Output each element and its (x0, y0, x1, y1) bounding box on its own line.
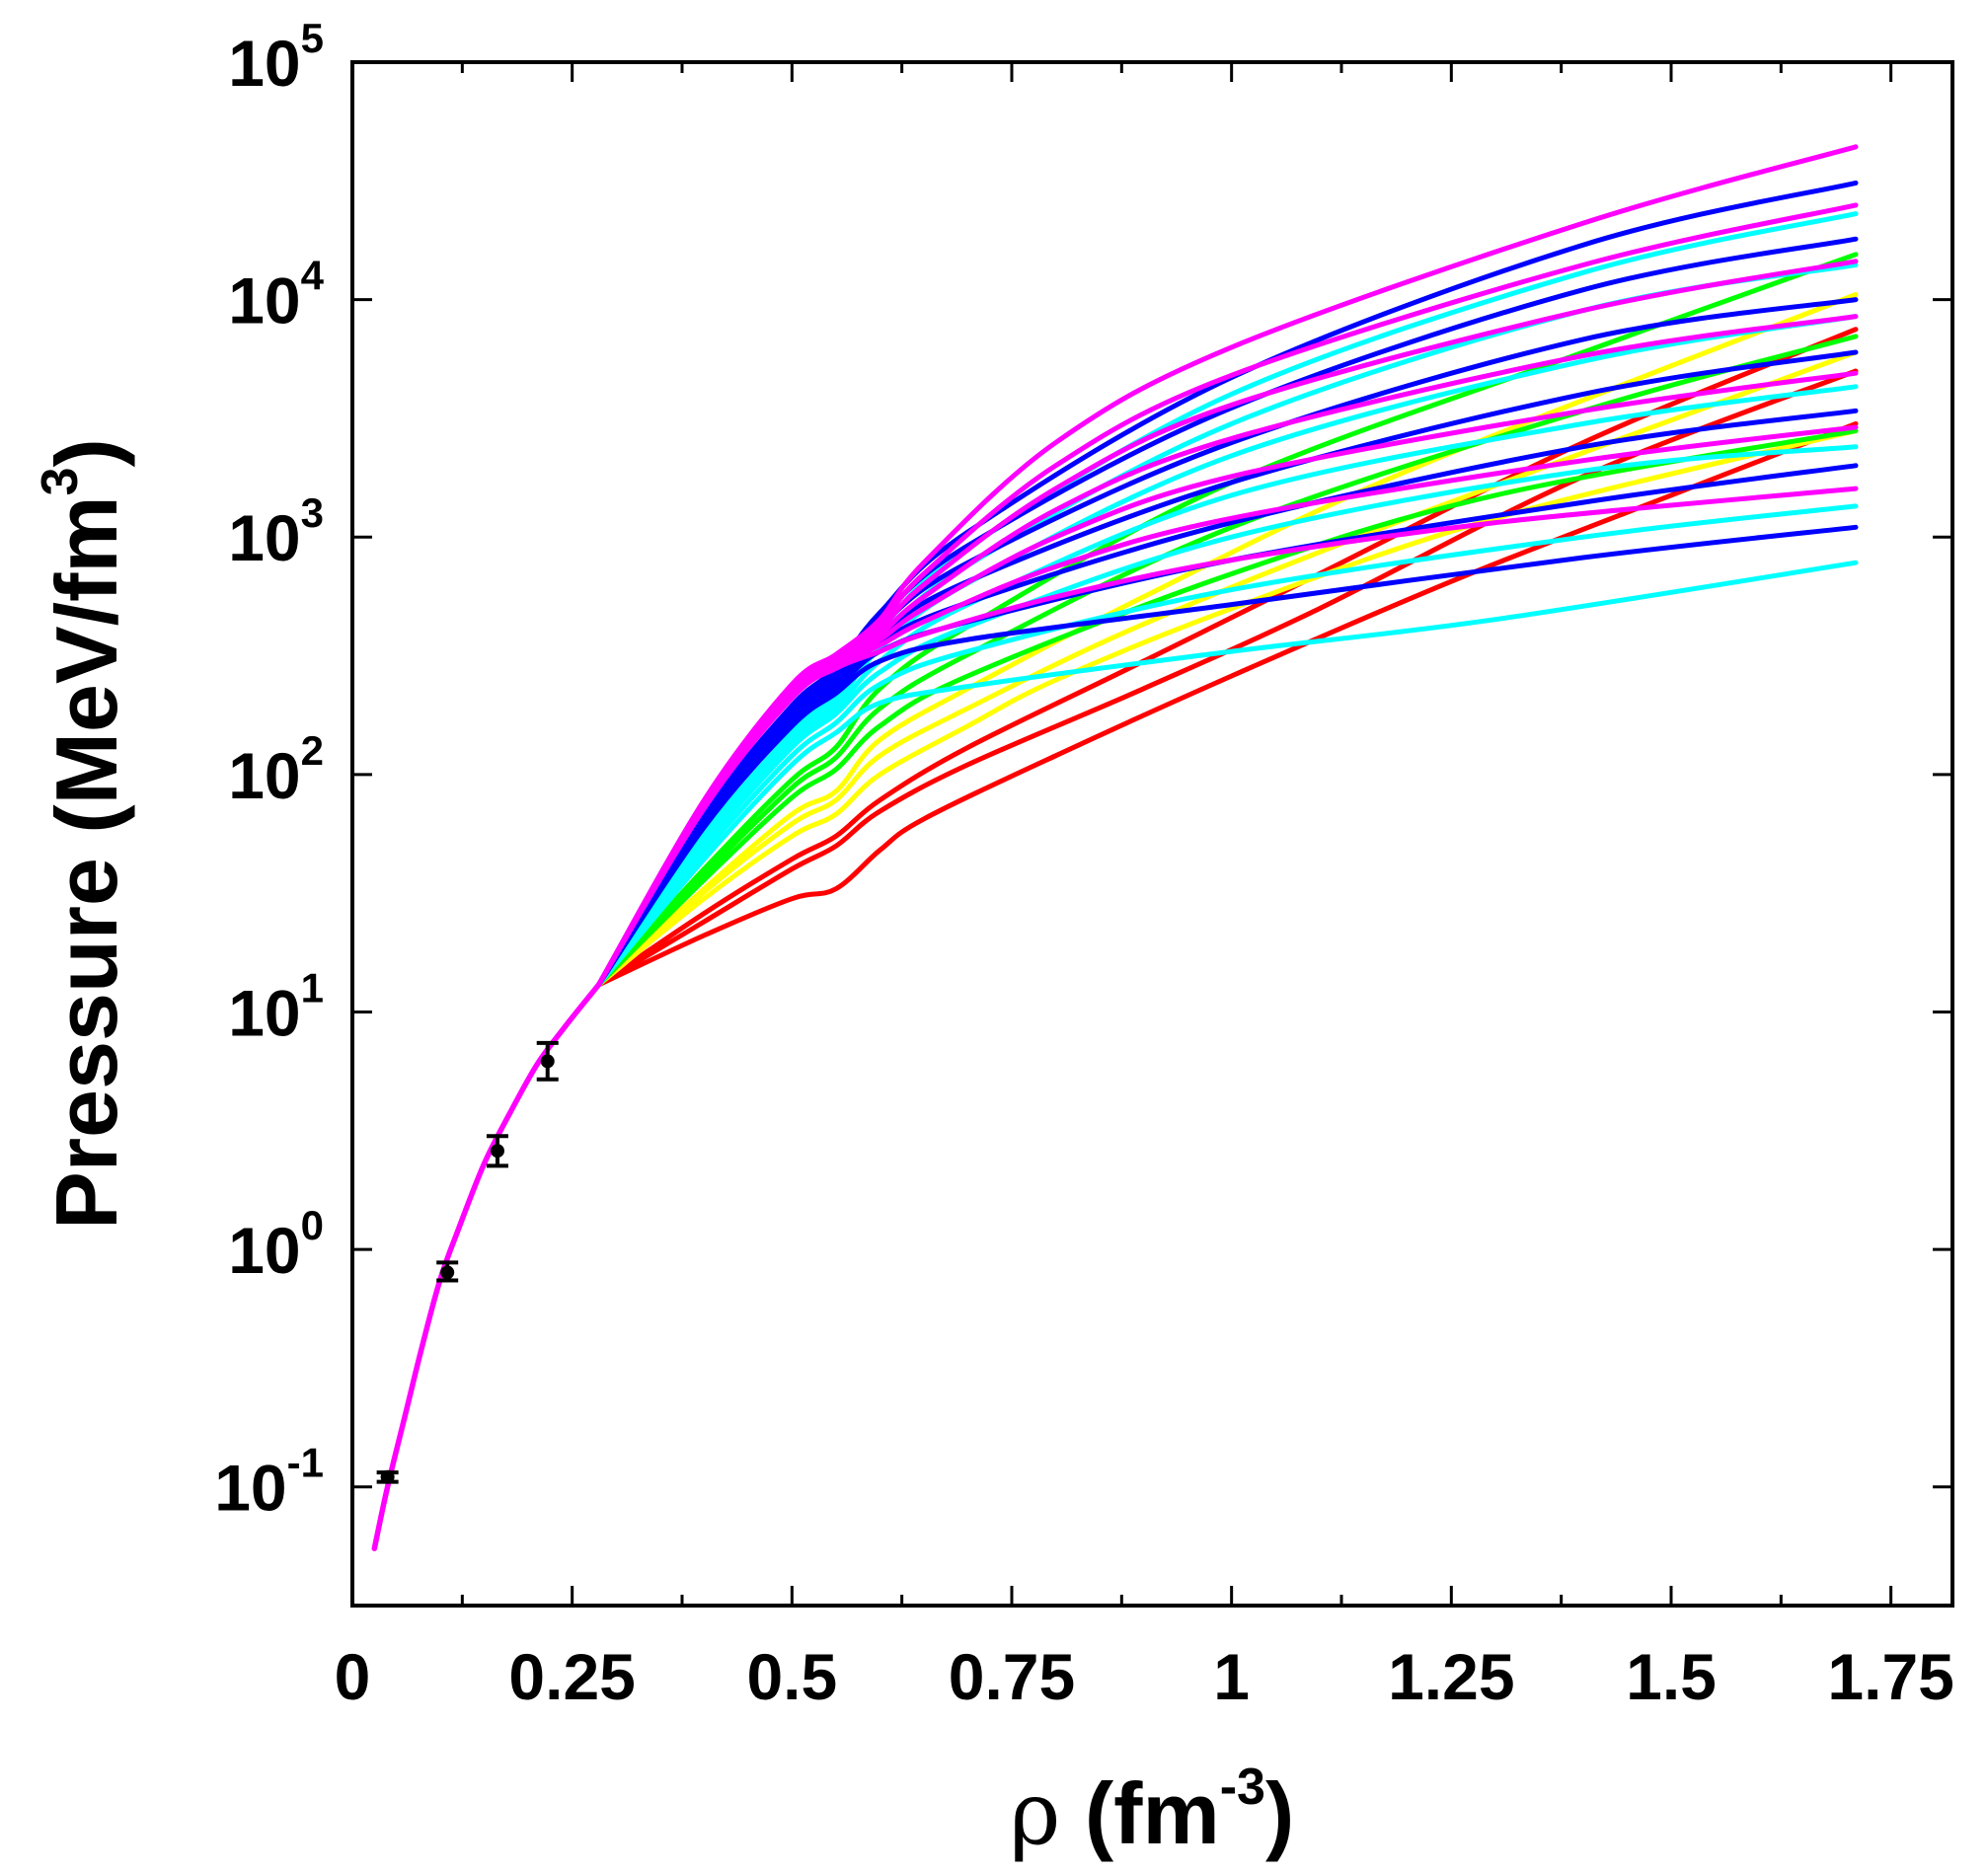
eos-curve-2 (595, 368, 1859, 988)
x-tick-label-4: 1 (1213, 1640, 1250, 1713)
eos-curve-15 (595, 262, 1859, 988)
eos-curve-30 (595, 144, 1859, 988)
x-tick-label-7: 1.75 (1827, 1640, 1953, 1713)
y-tick-exponent: 1 (301, 964, 324, 1011)
ticks-layer (350, 60, 1952, 1606)
eos-curve-11 (595, 503, 1859, 988)
tick-labels-layer: 0 0.25 0.5 0.75 1 1.25 1.5 1.7510-1100101102103… (214, 15, 1954, 1713)
eos-curve-21 (595, 297, 1859, 988)
x-tick-label-5: 1.25 (1388, 1640, 1514, 1713)
y-tick-exponent: 4 (301, 253, 325, 299)
y-tick-exponent: 2 (301, 727, 324, 774)
experimental-points-layer (376, 1040, 559, 1484)
x-tick-label-2: 0.5 (746, 1640, 837, 1713)
y-tick-label-4: 103 (228, 489, 324, 574)
eos-curve-13 (595, 384, 1859, 988)
y-axis-exponent: 3 (32, 467, 89, 495)
y-tick-label-5: 104 (228, 253, 324, 337)
data-marker (440, 1265, 455, 1280)
y-tick-base: 10 (228, 1214, 300, 1287)
data-marker (490, 1144, 504, 1159)
y-tick-base: 10 (228, 27, 300, 100)
x-axis-unit-open: (fm (1060, 1764, 1219, 1862)
x-tick-label-6: 1.5 (1626, 1640, 1717, 1713)
x-tick-label-0: 0 (335, 1640, 371, 1713)
y-tick-base: 10 (228, 976, 300, 1049)
data-marker (380, 1469, 395, 1484)
y-tick-label-6: 105 (228, 15, 324, 100)
y-tick-exponent: -1 (287, 1440, 324, 1486)
experimental-point-1 (376, 1469, 399, 1484)
y-tick-label-2: 101 (228, 964, 324, 1049)
y-tick-exponent: 5 (301, 15, 324, 61)
eos-curve-10 (595, 560, 1859, 988)
y-tick-label-1: 100 (228, 1202, 324, 1287)
x-axis-title: ρ (fm-3) (1010, 1759, 1295, 1864)
y-axis-close: ) (38, 438, 135, 467)
x-axis-unit-exponent: -3 (1220, 1759, 1265, 1816)
eos-curve-23 (595, 180, 1859, 988)
data-marker (540, 1054, 555, 1069)
y-tick-base: 10 (228, 501, 300, 574)
experimental-point-2 (436, 1260, 459, 1283)
experimental-point-3 (486, 1134, 508, 1168)
y-axis-title: Pressure (MeV/fm3) (32, 438, 135, 1230)
y-tick-base: 10 (228, 739, 300, 812)
y-tick-base: 10 (214, 1452, 286, 1525)
x-tick-label-1: 0.25 (508, 1640, 635, 1713)
x-axis-unit-close: ) (1265, 1764, 1294, 1862)
y-axis-main: Pressure (MeV/fm (38, 495, 135, 1229)
y-tick-base: 10 (228, 264, 300, 337)
eos-curve-7 (595, 428, 1859, 988)
x-tick-label-3: 0.75 (949, 1640, 1075, 1713)
eos-curve-17 (595, 524, 1859, 988)
x-axis-symbol: ρ (1010, 1762, 1061, 1864)
plot-frame (350, 60, 1954, 1608)
y-tick-exponent: 3 (301, 489, 324, 536)
curves-layer (371, 144, 1859, 1551)
eos-curve-12 (595, 444, 1859, 988)
y-tick-label-0: 10-1 (214, 1440, 324, 1525)
experimental-point-4 (536, 1040, 559, 1082)
y-tick-label-3: 102 (228, 727, 324, 812)
eos-curve-5 (595, 349, 1859, 988)
y-tick-exponent: 0 (301, 1202, 324, 1248)
eos-curve-1 (595, 420, 1859, 988)
common-low-density-curve (371, 982, 602, 1551)
